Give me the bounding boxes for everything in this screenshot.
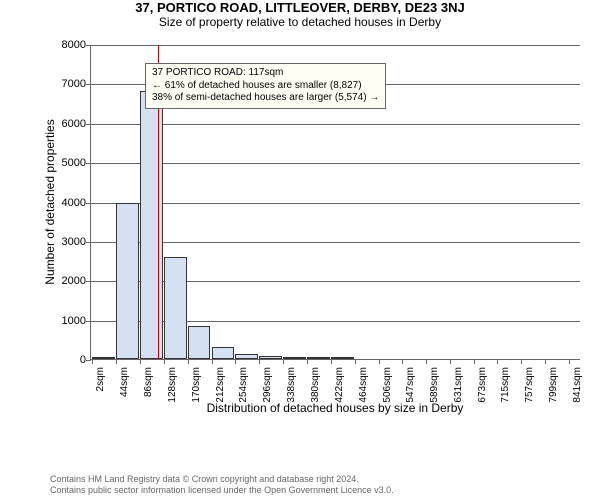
x-tick [283, 359, 284, 364]
x-tick-label: 254sqm [238, 367, 249, 403]
x-tick [379, 359, 380, 364]
x-tick-label: 422sqm [334, 367, 345, 403]
y-tick-label: 4000 [51, 197, 86, 209]
y-gridline [91, 203, 580, 204]
y-tick [86, 84, 91, 85]
x-tick-label: 715sqm [500, 367, 511, 403]
histogram-bar [164, 257, 187, 359]
y-gridline [91, 163, 580, 164]
histogram-bar [331, 357, 354, 359]
y-tick-label: 6000 [51, 118, 86, 130]
footer-line-1: Contains HM Land Registry data © Crown c… [50, 474, 394, 485]
y-tick [86, 360, 91, 361]
footer: Contains HM Land Registry data © Crown c… [50, 474, 394, 497]
y-tick [86, 124, 91, 125]
chart-container: Number of detached properties 0100020003… [50, 45, 580, 415]
annotation-line-1: 37 PORTICO ROAD: 117sqm [152, 67, 379, 80]
x-tick [545, 359, 546, 364]
histogram-bar [307, 357, 330, 359]
x-tick-label: 128sqm [167, 367, 178, 403]
x-tick [92, 359, 93, 364]
histogram-bar [283, 357, 306, 359]
histogram-bar [92, 357, 115, 359]
plot-area: 0100020003000400050006000700080002sqm44s… [90, 45, 580, 360]
x-tick-label: 212sqm [215, 367, 226, 403]
y-tick-label: 7000 [51, 78, 86, 90]
histogram-bar [188, 326, 211, 359]
x-tick [569, 359, 570, 364]
y-tick [86, 242, 91, 243]
y-tick [86, 45, 91, 46]
histogram-bar [235, 354, 258, 359]
y-tick [86, 203, 91, 204]
histogram-bar [116, 203, 139, 359]
histogram-bar [140, 91, 163, 359]
y-tick-label: 1000 [51, 315, 86, 327]
y-tick [86, 281, 91, 282]
annotation-line-3: 38% of semi-detached houses are larger (… [152, 92, 379, 105]
x-tick-label: 757sqm [524, 367, 535, 403]
x-tick [164, 359, 165, 364]
y-tick-label: 3000 [51, 236, 86, 248]
x-tick [307, 359, 308, 364]
x-tick-label: 464sqm [358, 367, 369, 403]
x-tick-label: 2sqm [95, 367, 106, 391]
y-tick [86, 163, 91, 164]
x-tick [426, 359, 427, 364]
x-tick-label: 799sqm [548, 367, 559, 403]
page-subtitle: Size of property relative to detached ho… [0, 15, 600, 29]
histogram-bar [212, 347, 235, 359]
x-tick-label: 673sqm [477, 367, 488, 403]
y-tick [86, 321, 91, 322]
x-tick [402, 359, 403, 364]
y-tick-label: 2000 [51, 275, 86, 287]
x-tick-label: 380sqm [310, 367, 321, 403]
histogram-bar [259, 356, 282, 359]
x-tick-label: 44sqm [119, 367, 130, 397]
x-tick-label: 589sqm [429, 367, 440, 403]
y-gridline [91, 45, 580, 46]
x-tick [331, 359, 332, 364]
x-tick [497, 359, 498, 364]
x-tick-label: 506sqm [382, 367, 393, 403]
x-axis-label: Distribution of detached houses by size … [90, 401, 580, 415]
x-tick-label: 296sqm [262, 367, 273, 403]
y-tick-label: 0 [51, 354, 86, 366]
annotation-box: 37 PORTICO ROAD: 117sqm ← 61% of detache… [145, 63, 386, 109]
x-tick [235, 359, 236, 364]
x-tick-label: 841sqm [572, 367, 583, 403]
x-tick [212, 359, 213, 364]
y-tick-label: 8000 [51, 39, 86, 51]
x-tick [188, 359, 189, 364]
x-tick [259, 359, 260, 364]
page-title: 37, PORTICO ROAD, LITTLEOVER, DERBY, DE2… [0, 0, 600, 15]
x-tick [355, 359, 356, 364]
x-tick [521, 359, 522, 364]
x-tick-label: 631sqm [453, 367, 464, 403]
x-tick-label: 86sqm [143, 367, 154, 397]
y-gridline [91, 124, 580, 125]
x-tick-label: 547sqm [405, 367, 416, 403]
footer-line-2: Contains public sector information licen… [50, 485, 394, 496]
x-tick [474, 359, 475, 364]
x-tick [140, 359, 141, 364]
x-tick-label: 338sqm [286, 367, 297, 403]
y-tick-label: 5000 [51, 157, 86, 169]
x-tick-label: 170sqm [191, 367, 202, 403]
x-tick [116, 359, 117, 364]
y-gridline [91, 242, 580, 243]
x-tick [450, 359, 451, 364]
annotation-line-2: ← 61% of detached houses are smaller (8,… [152, 80, 379, 93]
